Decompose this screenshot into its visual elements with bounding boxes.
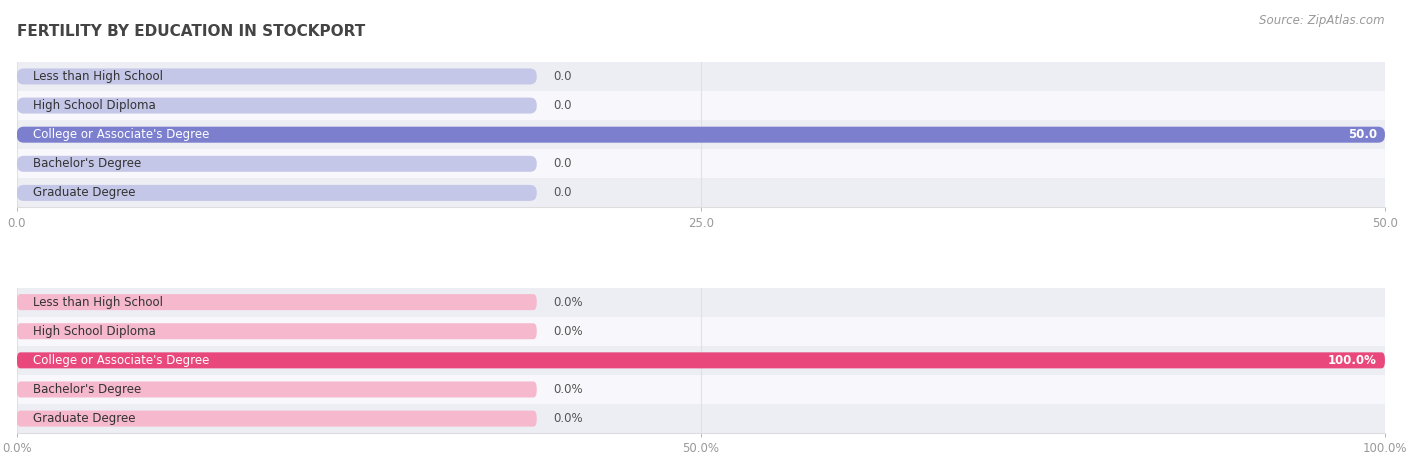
Text: 0.0: 0.0 [553,157,572,170]
Bar [17,149,1385,178]
Text: 50.0: 50.0 [1347,128,1376,141]
Text: Bachelor's Degree: Bachelor's Degree [34,157,142,170]
Bar [17,120,1385,149]
Text: FERTILITY BY EDUCATION IN STOCKPORT: FERTILITY BY EDUCATION IN STOCKPORT [17,24,366,39]
Bar [17,62,1385,91]
Bar [17,404,1385,433]
FancyBboxPatch shape [17,98,537,114]
Text: 100.0%: 100.0% [1327,354,1376,367]
Text: High School Diploma: High School Diploma [34,99,156,112]
FancyBboxPatch shape [17,127,1385,143]
Text: High School Diploma: High School Diploma [34,325,156,338]
FancyBboxPatch shape [17,381,537,397]
Bar [17,91,1385,120]
Text: 0.0%: 0.0% [553,412,582,425]
FancyBboxPatch shape [17,156,537,172]
Text: 0.0: 0.0 [553,99,572,112]
Text: Source: ZipAtlas.com: Source: ZipAtlas.com [1260,14,1385,27]
FancyBboxPatch shape [17,69,537,84]
Bar [17,375,1385,404]
Bar [17,178,1385,208]
Bar [17,288,1385,317]
FancyBboxPatch shape [17,411,537,426]
Bar [17,346,1385,375]
Text: 0.0: 0.0 [553,187,572,199]
Text: College or Associate's Degree: College or Associate's Degree [34,354,209,367]
Text: Bachelor's Degree: Bachelor's Degree [34,383,142,396]
Text: 0.0: 0.0 [553,70,572,83]
Text: Less than High School: Less than High School [34,70,163,83]
Text: Less than High School: Less than High School [34,296,163,308]
Text: Graduate Degree: Graduate Degree [34,187,136,199]
Bar [17,317,1385,346]
Text: 0.0%: 0.0% [553,325,582,338]
Text: 0.0%: 0.0% [553,296,582,308]
Text: College or Associate's Degree: College or Associate's Degree [34,128,209,141]
FancyBboxPatch shape [17,323,537,339]
FancyBboxPatch shape [17,185,537,201]
Text: 0.0%: 0.0% [553,383,582,396]
Text: Graduate Degree: Graduate Degree [34,412,136,425]
FancyBboxPatch shape [17,352,1385,368]
FancyBboxPatch shape [17,294,537,310]
